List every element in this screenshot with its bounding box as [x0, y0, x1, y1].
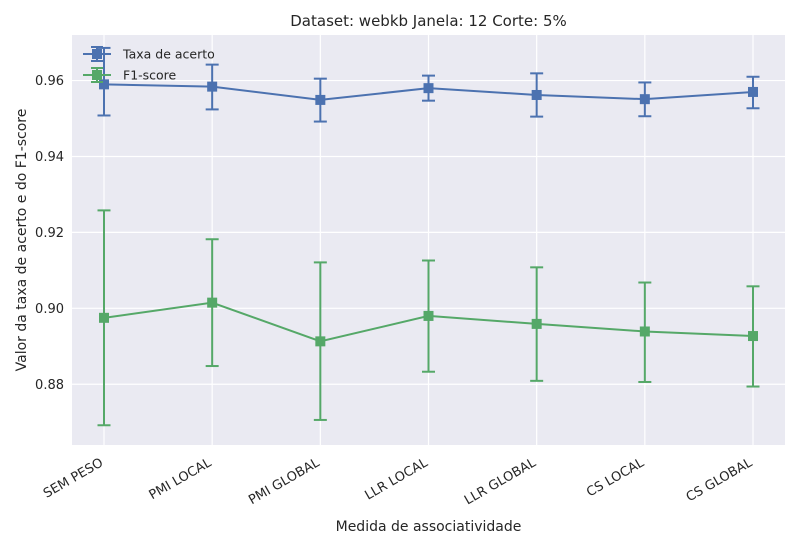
data-point [207, 297, 218, 308]
data-point [99, 79, 109, 90]
legend: Taxa de acerto F1-score [83, 46, 215, 83]
data-point [315, 94, 326, 105]
x-tick-label: LLR LOCAL [362, 455, 431, 503]
legend-marker [92, 70, 102, 80]
data-point [748, 86, 758, 97]
data-point [531, 318, 542, 329]
y-tick-label: 0.92 [35, 226, 64, 241]
data-point [639, 326, 650, 337]
y-tick-labels: 0.88 0.90 0.92 0.94 0.96 [35, 74, 64, 393]
legend-marker [92, 49, 102, 59]
data-point [207, 81, 218, 92]
x-tick-label: LLR GLOBAL [462, 455, 539, 508]
y-tick-label: 0.94 [35, 150, 64, 165]
data-point [315, 336, 326, 347]
x-tick-label: SEM PESO [41, 455, 106, 501]
series-taxa-de-acerto [97, 46, 760, 123]
legend-label: F1-score [123, 68, 177, 83]
data-point [423, 83, 434, 94]
data-point [423, 310, 434, 321]
x-axis-label: Medida de associatividade [336, 519, 522, 535]
x-tick-label: CS GLOBAL [684, 455, 756, 505]
x-tick-label: PMI GLOBAL [246, 455, 323, 508]
y-axis-label: Valor da taxa de acerto e do F1-score [14, 109, 30, 372]
chart-title: Dataset: webkb Janela: 12 Corte: 5% [290, 12, 567, 30]
x-tick-labels: SEM PESO PMI LOCAL PMI GLOBAL LLR LOCAL LLR … [41, 455, 756, 508]
y-tick-label: 0.96 [35, 74, 64, 89]
legend-label: Taxa de acerto [122, 47, 215, 62]
series-group [97, 46, 760, 427]
series-f1-score [97, 209, 760, 427]
x-tick-label: PMI LOCAL [147, 455, 215, 503]
data-point [99, 312, 109, 323]
data-point [531, 89, 542, 100]
data-point [639, 94, 650, 105]
x-tick-label: CS LOCAL [584, 455, 647, 500]
y-tick-label: 0.90 [35, 302, 64, 317]
y-tick-label: 0.88 [35, 378, 64, 393]
data-point [748, 331, 758, 342]
